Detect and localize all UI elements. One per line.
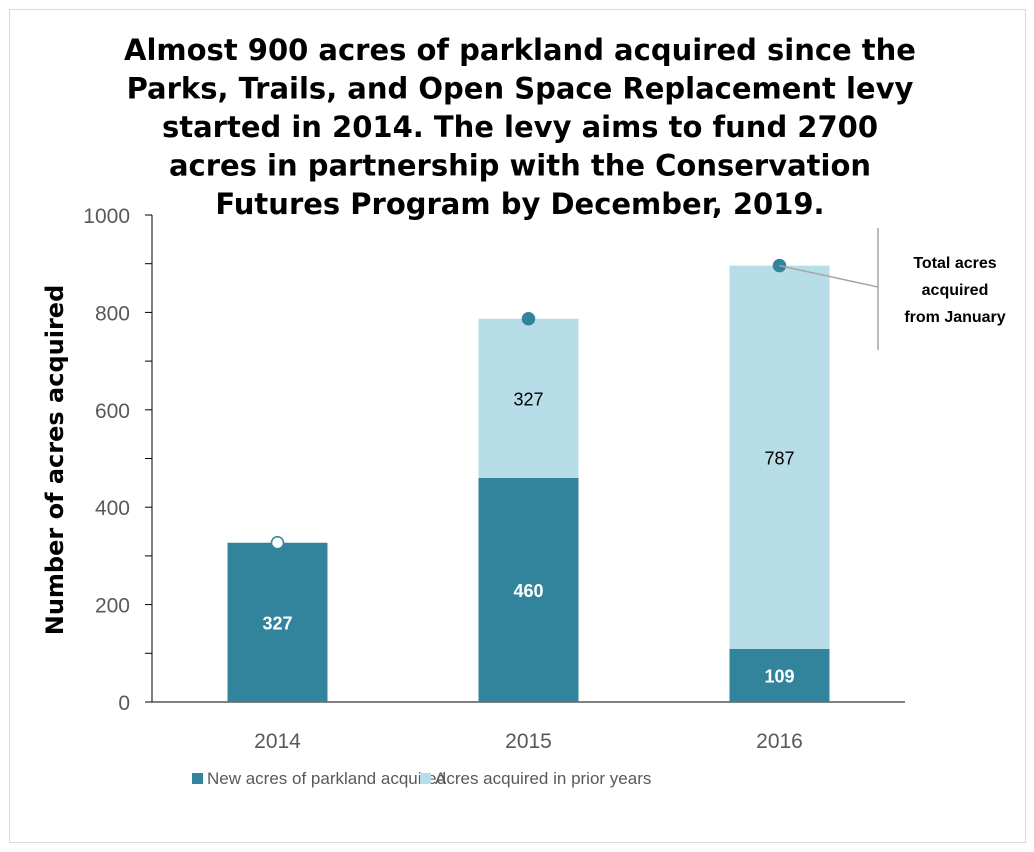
annotation-leader-line	[779, 264, 879, 288]
total-marker-2015	[521, 311, 536, 326]
chart-title: Almost 900 acres of parkland acquired si…	[124, 33, 916, 221]
annotation-line-3: from January	[904, 309, 1005, 326]
data-label-2015-new: 460	[513, 581, 543, 601]
data-label-2016-prior: 787	[764, 448, 794, 468]
data-label-2014-new: 327	[262, 613, 292, 633]
title-line-5: Futures Program by December, 2019.	[215, 187, 824, 221]
title-line-4: acres in partnership with the Conservati…	[169, 149, 871, 183]
y-tick-label: 1000	[83, 205, 130, 228]
bar-2014-series-1	[227, 542, 328, 702]
y-axis-title: Number of acres acquired	[41, 285, 69, 636]
data-label-2015-prior: 327	[513, 389, 543, 409]
axes: 0 200 400 600 800 1000 2014 2015 2016	[83, 205, 905, 753]
legend-swatch-2	[420, 773, 431, 784]
x-tick-label-2015: 2015	[505, 730, 552, 753]
y-tick-label: 600	[95, 400, 130, 423]
bar-2016-series-2	[729, 265, 830, 649]
y-tick-label: 800	[95, 302, 130, 325]
annotation-line-2: acquired	[922, 282, 989, 299]
data-label-2016-new: 109	[764, 666, 794, 686]
y-tick-label: 200	[95, 595, 130, 618]
y-axis-label: Number of acres acquired	[41, 285, 69, 636]
y-tick-label: 0	[118, 692, 130, 715]
legend-label-1: New acres of parkland acquired	[207, 769, 446, 788]
total-marker-2014	[270, 536, 285, 550]
y-tick-label: 400	[95, 497, 130, 520]
legend-label-2: Acres acquired in prior years	[435, 769, 651, 788]
x-tick-label-2016: 2016	[756, 730, 803, 753]
bar-2015-series-1	[478, 477, 579, 702]
bar-2016-series-1	[729, 648, 830, 702]
bars	[227, 265, 830, 702]
annotation-line-1: Total acres	[913, 255, 996, 272]
legend-swatch-1	[192, 773, 203, 784]
data-labels: 327 460 327 109 787	[262, 389, 794, 686]
bar-2015-series-2	[478, 318, 579, 478]
annotation: Total acres acquired from January	[779, 228, 1006, 350]
x-tick-label-2014: 2014	[254, 730, 301, 753]
title-line-2: Parks, Trails, and Open Space Replacemen…	[127, 72, 914, 106]
title-line-1: Almost 900 acres of parkland acquired si…	[124, 33, 916, 67]
title-line-3: started in 2014. The levy aims to fund 2…	[162, 110, 878, 144]
